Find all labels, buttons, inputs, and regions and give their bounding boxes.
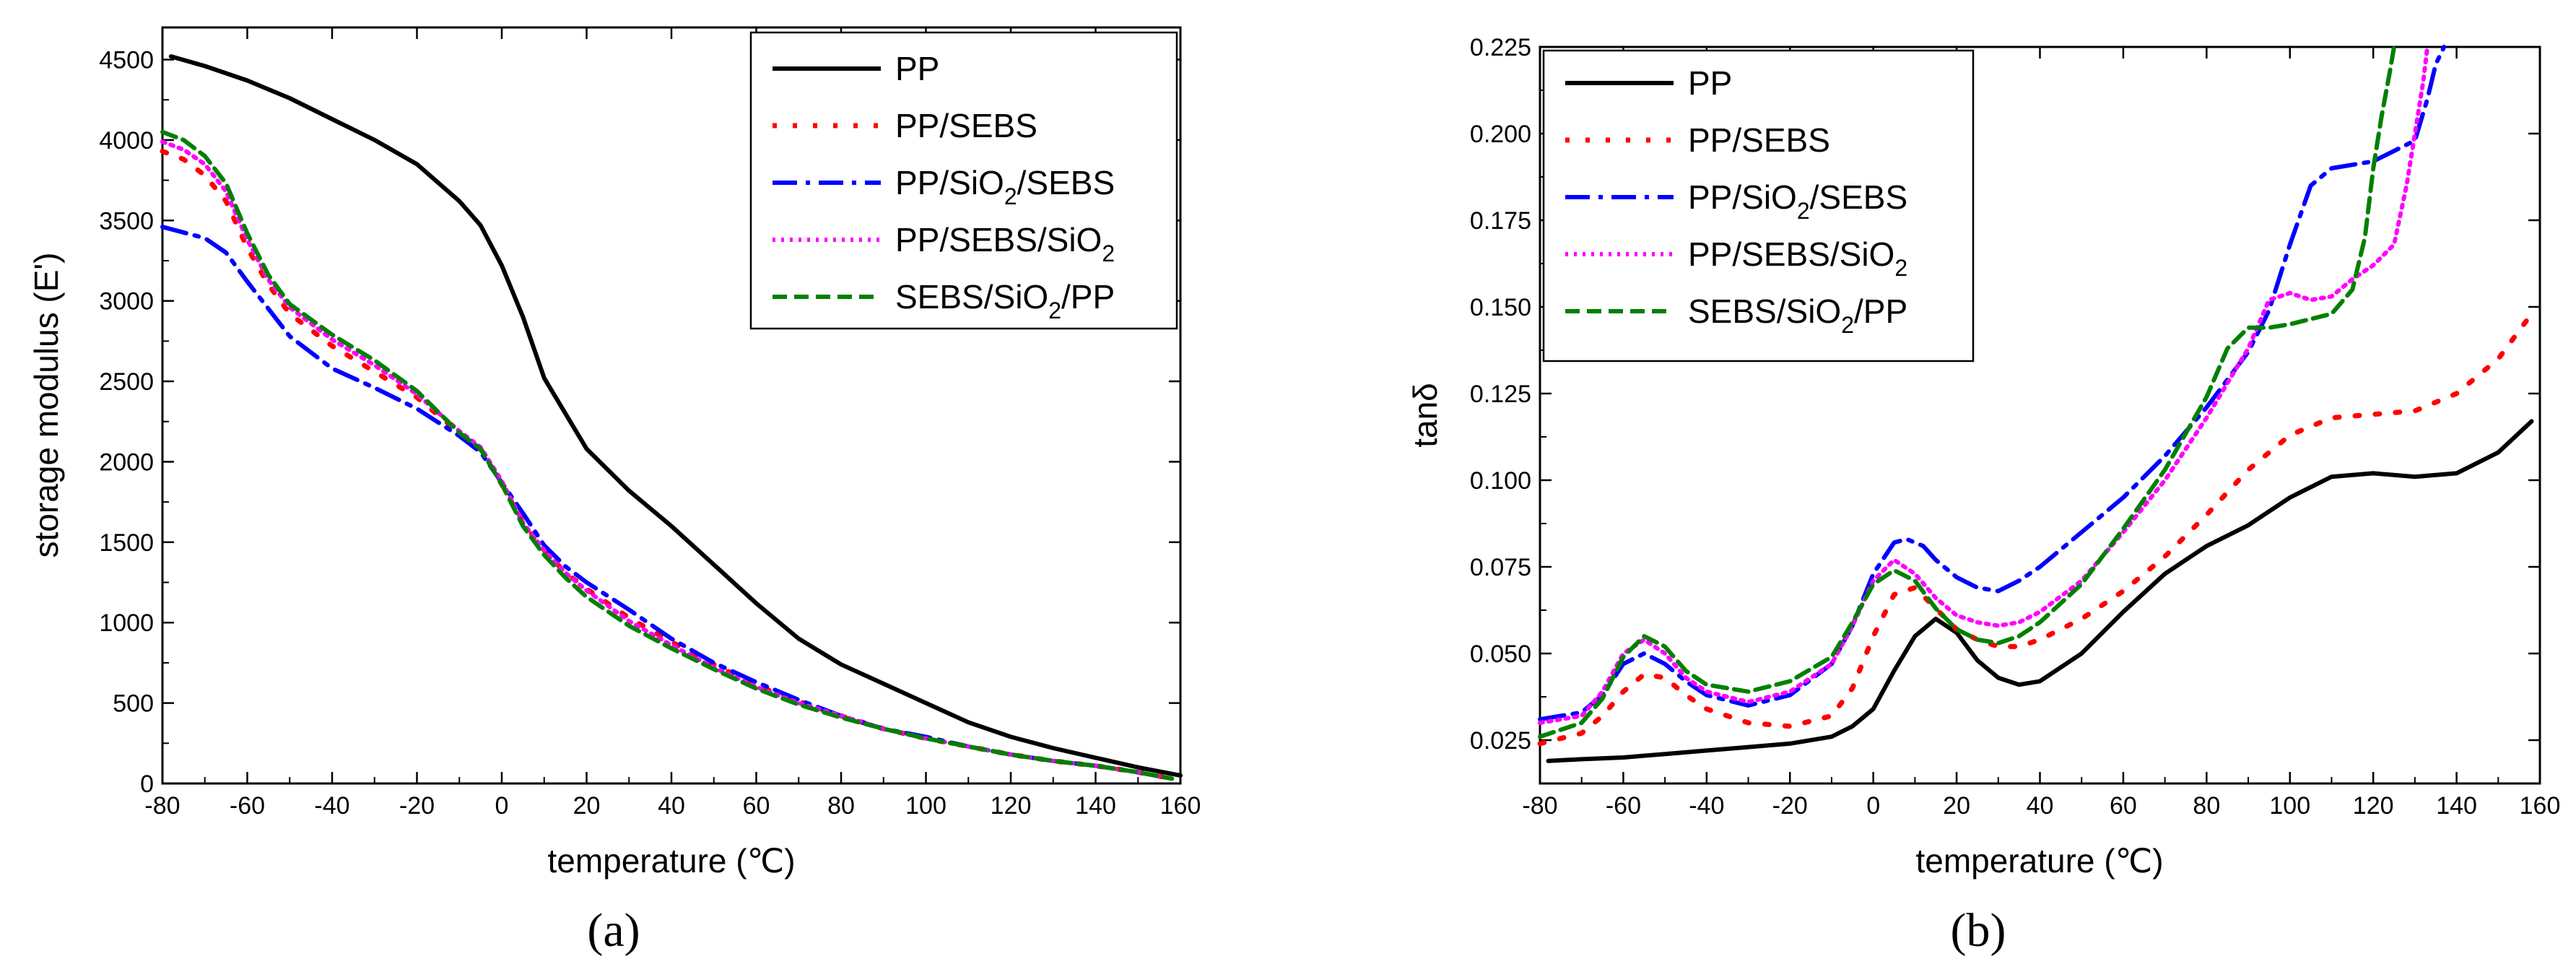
- x-tick-label: 20: [1943, 792, 1970, 820]
- y-tick-label: 0.225: [1470, 34, 1531, 61]
- series-line-2: [1538, 45, 2447, 722]
- x-tick-label: 80: [827, 792, 855, 820]
- x-tick-label: 160: [2520, 792, 2561, 820]
- series-line-3: [1538, 45, 2430, 725]
- y-tick-label: 0.200: [1470, 121, 1531, 148]
- y-tick-label: 3500: [99, 207, 154, 235]
- y-tick-label: 0.050: [1470, 641, 1531, 668]
- y-tick-label: 2500: [99, 368, 154, 396]
- x-tick-label: -60: [230, 792, 265, 820]
- y-tick-label: 0.075: [1470, 554, 1531, 581]
- x-axis-title: temperature (℃): [1915, 842, 2163, 880]
- x-tick-label: -80: [1522, 792, 1557, 820]
- x-tick-label: -20: [399, 792, 435, 820]
- y-tick-label: 0: [140, 770, 154, 798]
- chart-tan-delta: -80 -60 -40 -20 0 20 40 60 80 100 120 140 160 0.025 0.…: [1406, 34, 2560, 957]
- legend-label: SEBS/SiO2/PP: [1688, 292, 1907, 338]
- x-tick-label: 0: [495, 792, 509, 820]
- y-tick-label: 3000: [99, 288, 154, 316]
- y-tick-label: 1000: [99, 609, 154, 637]
- x-tick-label: 40: [2027, 792, 2054, 820]
- x-tick-label: 100: [905, 792, 947, 820]
- x-tick-label: 60: [2110, 792, 2137, 820]
- x-tick-label: 60: [743, 792, 770, 820]
- y-axis-title: storage modulus (E'): [27, 253, 65, 558]
- legend-label: PP/SEBS/SiO2: [895, 221, 1115, 266]
- x-tick-label: -40: [314, 792, 349, 820]
- y-tick-label: 500: [113, 690, 154, 718]
- legend: PP PP/SEBS PP/SiO2/SEBS PP/SEBS/SiO2 SEBS/Si…: [1542, 49, 1975, 362]
- chart-storage-modulus: -80 -60 -40 -20 0 20 40 60 80 100 120 140 160 0 500 100…: [27, 26, 1201, 957]
- x-axis-title: temperature (℃): [547, 842, 795, 880]
- legend-label: PP/SEBS/SiO2: [1688, 235, 1907, 281]
- axis-ticks: -80 -60 -40 -20 0 20 40 60 80 100 120 140 160 0 500 100…: [99, 27, 1201, 820]
- legend-label: PP/SiO2/SEBS: [1688, 178, 1907, 224]
- series-line-0: [168, 54, 1183, 778]
- x-tick-label: 120: [991, 792, 1032, 820]
- x-tick-label: 160: [1160, 792, 1201, 820]
- x-tick-label: -60: [1606, 792, 1641, 820]
- y-tick-label: 0.025: [1470, 727, 1531, 755]
- y-tick-label: 1500: [99, 529, 154, 557]
- panel-label: (a): [587, 904, 640, 957]
- x-tick-label: 40: [658, 792, 685, 820]
- x-tick-label: 120: [2353, 792, 2394, 820]
- series-line-4: [160, 129, 1175, 781]
- y-tick-label: 0.175: [1470, 207, 1531, 235]
- legend-label: PP: [895, 50, 939, 87]
- x-tick-label: 140: [1075, 792, 1116, 820]
- x-tick-label: 140: [2436, 792, 2477, 820]
- series-line-4: [1538, 45, 2396, 739]
- x-tick-label: 0: [1866, 792, 1880, 820]
- axis-ticks: -80 -60 -40 -20 0 20 40 60 80 100 120 140 160 0.025 0.…: [1470, 34, 2560, 820]
- x-tick-label: -40: [1689, 792, 1724, 820]
- x-tick-label: 20: [573, 792, 601, 820]
- y-tick-label: 4000: [99, 127, 154, 155]
- x-tick-label: 80: [2193, 792, 2220, 820]
- series-layer: [1537, 45, 2534, 763]
- series-line-3: [160, 139, 1175, 781]
- legend-label: SEBS/SiO2/PP: [895, 278, 1115, 324]
- y-tick-label: 2000: [99, 448, 154, 476]
- legend-label: PP/SEBS: [895, 107, 1037, 144]
- legend-label: PP/SEBS: [1688, 121, 1830, 159]
- series-line-0: [1546, 419, 2534, 763]
- y-tick-label: 4500: [99, 47, 154, 74]
- y-tick-label: 0.100: [1470, 467, 1531, 495]
- y-axis-title: tanδ: [1406, 383, 1444, 448]
- y-tick-label: 0.125: [1470, 381, 1531, 408]
- x-tick-label: -20: [1772, 792, 1808, 820]
- legend: PP PP/SEBS PP/SiO2/SEBS PP/SEBS/SiO2 SEBS/Si…: [749, 31, 1178, 330]
- x-tick-label: 100: [2269, 792, 2310, 820]
- legend-label: PP/SiO2/SEBS: [895, 164, 1115, 209]
- series-layer: [160, 54, 1183, 781]
- y-tick-label: 0.150: [1470, 294, 1531, 321]
- panel-label: (b): [1951, 904, 2006, 957]
- legend-label: PP: [1688, 64, 1732, 102]
- x-tick-label: -80: [144, 792, 180, 820]
